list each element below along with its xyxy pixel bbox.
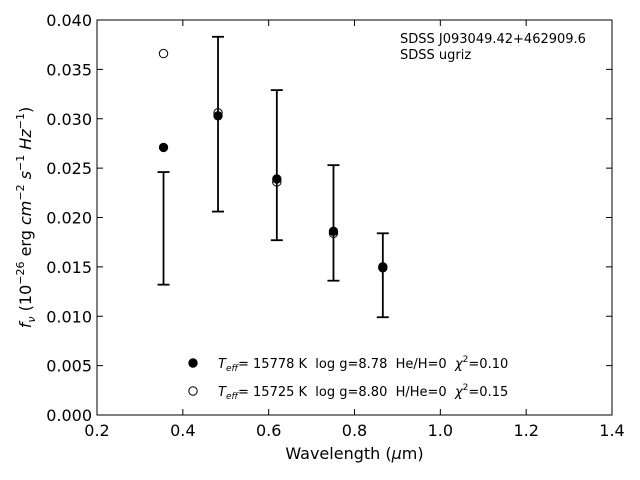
legend-2-t: T <box>218 385 227 400</box>
x-axis-label: Wavelength (μm) <box>285 444 423 463</box>
legend-1-eff: eff <box>226 364 240 374</box>
x-tick-label: 1.2 <box>513 421 538 440</box>
y-tick-label: 0.015 <box>46 258 92 277</box>
legend-2-params: = 15725 K log g=8.80 H/He=0 <box>238 385 455 400</box>
y-tick-label: 0.020 <box>46 209 92 228</box>
y-label-erg: erg <box>16 225 35 261</box>
y-tick-label: 0.030 <box>46 110 92 129</box>
y-tick-label: 0.005 <box>46 357 92 376</box>
y-label-exp-m2: −2 <box>14 184 27 200</box>
point-open-model <box>213 108 223 118</box>
plot-frame <box>96 19 613 416</box>
y-label-cm: cm <box>16 201 35 225</box>
x-tick-label: 0.8 <box>342 421 367 440</box>
x-tick-label: 0.6 <box>256 421 281 440</box>
x-label-mu: μ <box>391 444 402 463</box>
point-filled-model <box>158 142 169 153</box>
legend-1-value: =0.10 <box>468 357 508 372</box>
y-label-s: s <box>16 171 35 184</box>
legend-2-value: =0.15 <box>468 385 508 400</box>
point-open-model <box>328 228 339 239</box>
legend-marker-filled <box>188 358 198 368</box>
y-axis-ticks: 0.000 0.005 0.010 0.015 0.020 0.025 0.030 0.035… <box>46 11 612 425</box>
y-label-hz: Hz <box>16 129 35 155</box>
y-label-exp26: −26 <box>14 262 27 285</box>
legend: Teff= 15778 K log g=8.78 He/H=0 χ2=0.10 … <box>188 355 508 402</box>
point-open-model <box>158 48 169 59</box>
legend-1-sq: 2 <box>463 355 469 365</box>
legend-1-params: = 15778 K log g=8.78 He/H=0 <box>238 357 455 372</box>
point-open-model <box>272 177 282 187</box>
y-label-nu: ν <box>25 316 38 322</box>
legend-1-chi: χ <box>454 357 464 372</box>
y-label-close: ) <box>16 107 35 113</box>
x-tick-label: 1.0 <box>428 421 453 440</box>
annotation-photometry: SDSS ugriz <box>400 48 471 63</box>
x-tick-label: 1.4 <box>599 421 624 440</box>
y-tick-label: 0.010 <box>46 307 92 326</box>
y-axis-label: fν (10−26 erg cm−2 s−1 Hz−1) <box>14 107 38 328</box>
point-filled-model <box>213 111 223 121</box>
y-label-exp-m1a: −1 <box>14 155 27 171</box>
x-label-prefix: Wavelength ( <box>285 444 391 463</box>
y-label-exp-m1b: −1 <box>14 113 27 129</box>
legend-marker-open <box>188 386 198 396</box>
y-tick-label: 0.035 <box>46 60 92 79</box>
observed-error-bars <box>157 35 389 319</box>
x-tick-label: 0.2 <box>84 421 109 440</box>
y-label-paren: (10 <box>16 285 35 317</box>
legend-entry-2: Teff= 15725 K log g=8.80 H/He=0 χ2=0.15 <box>218 383 508 402</box>
point-open-model <box>378 263 388 273</box>
annotation-object-name: SDSS J093049.42+462909.6 <box>400 32 586 47</box>
point-filled-model <box>272 174 282 184</box>
x-tick-label: 0.4 <box>170 421 195 440</box>
legend-1-t: T <box>218 357 227 372</box>
x-axis-ticks: 0.2 0.4 0.6 0.8 1.0 1.2 1.4 <box>84 20 625 440</box>
legend-2-eff: eff <box>226 392 240 402</box>
legend-2-sq: 2 <box>463 383 469 393</box>
y-tick-label: 0.000 <box>46 406 92 425</box>
legend-2-chi: χ <box>454 385 464 400</box>
y-tick-label: 0.040 <box>46 11 92 30</box>
y-tick-label: 0.025 <box>46 159 92 178</box>
legend-entry-1: Teff= 15778 K log g=8.78 He/H=0 χ2=0.10 <box>218 355 508 374</box>
model-markers <box>158 48 388 273</box>
y-label-f: f <box>16 320 35 328</box>
x-label-suffix: m) <box>402 444 424 463</box>
point-filled-model <box>328 226 339 237</box>
